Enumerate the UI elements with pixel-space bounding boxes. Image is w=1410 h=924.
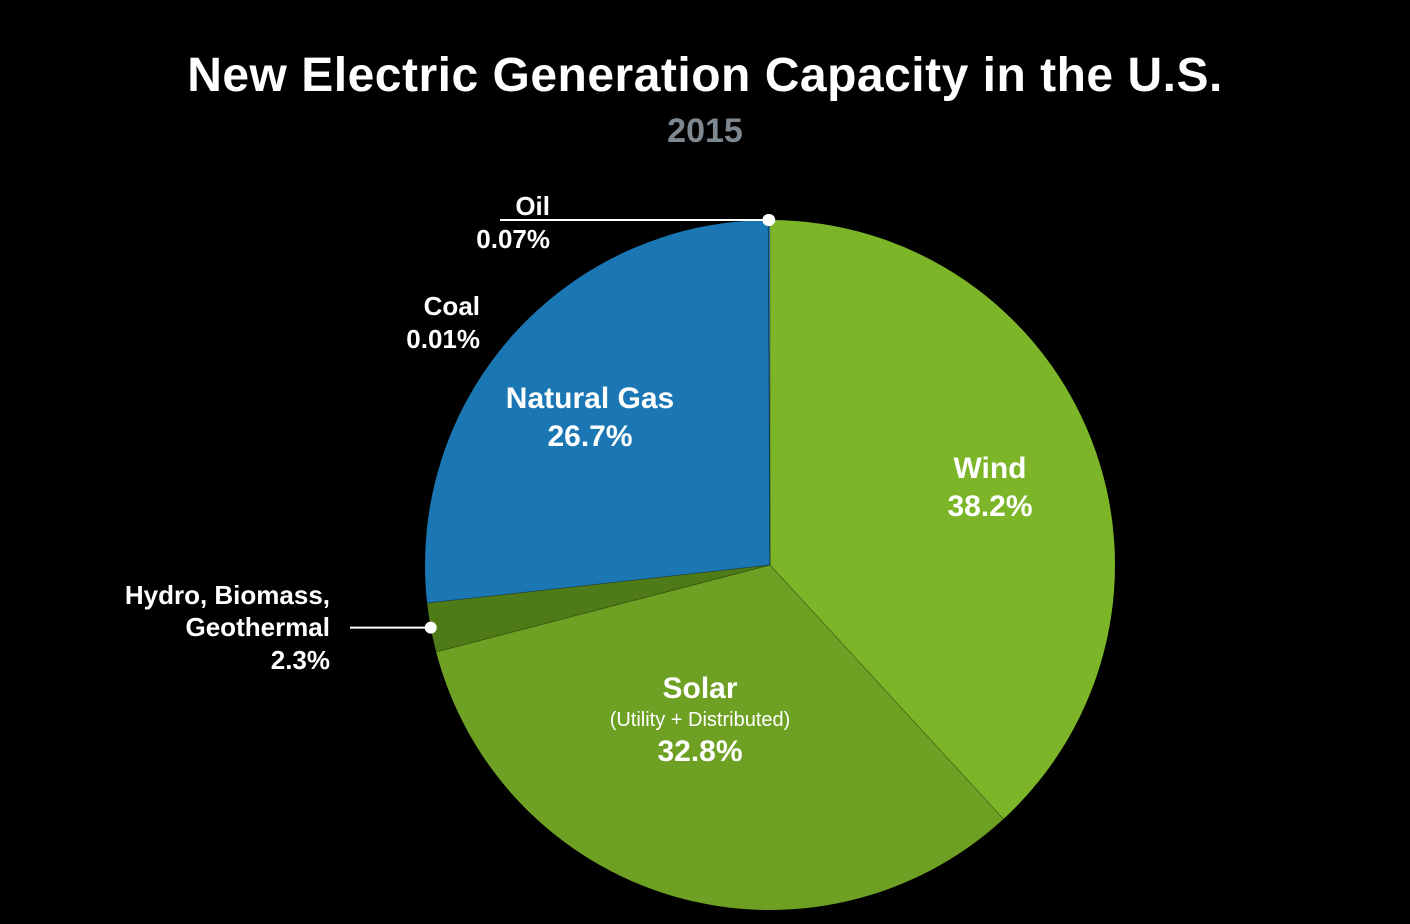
slice-label-name-solar: Solar	[550, 670, 850, 708]
slice-label-value-coal: 0.01%	[180, 323, 480, 356]
slice-label-name-wind: Wind	[840, 450, 1140, 488]
slice-label-name-hydro-1: Geothermal	[30, 611, 330, 644]
slice-label-value-wind: 38.2%	[840, 488, 1140, 526]
slice-label-coal: Coal0.01%	[180, 290, 480, 355]
chart-subtitle: 2015	[0, 112, 1410, 151]
slice-label-value-natural_gas: 26.7%	[440, 418, 740, 456]
pie-chart-svg	[0, 170, 1410, 924]
callout-hydro	[350, 622, 437, 634]
slice-label-hydro: Hydro, Biomass,Geothermal2.3%	[30, 579, 330, 677]
slice-label-name-coal: Coal	[180, 290, 480, 323]
slice-label-wind: Wind38.2%	[840, 450, 1140, 525]
chart-title: New Electric Generation Capacity in the …	[0, 48, 1410, 103]
slice-label-oil: Oil0.07%	[250, 190, 550, 255]
slice-label-name-oil: Oil	[250, 190, 550, 223]
slice-label-value-solar: 32.8%	[550, 733, 850, 771]
slice-label-value-oil: 0.07%	[250, 223, 550, 256]
slice-label-name-hydro: Hydro, Biomass,	[30, 579, 330, 612]
pie-chart-container: Wind38.2% Solar(Utility + Distributed)32.…	[0, 170, 1410, 924]
slice-label-natural_gas: Natural Gas26.7%	[440, 380, 740, 455]
slice-label-value-hydro: 2.3%	[30, 644, 330, 677]
slice-label-sub-solar: (Utility + Distributed)	[550, 708, 850, 733]
slice-label-name-natural_gas: Natural Gas	[440, 380, 740, 418]
slice-label-solar: Solar(Utility + Distributed)32.8%	[550, 670, 850, 770]
